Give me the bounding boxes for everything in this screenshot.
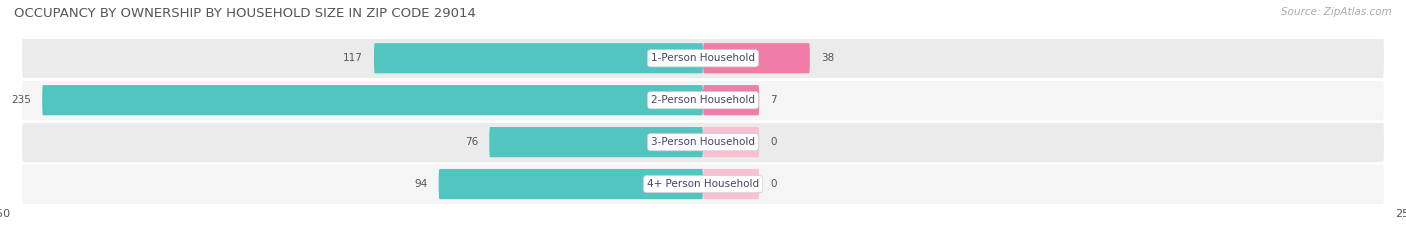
Text: 94: 94 (415, 179, 427, 189)
Text: 76: 76 (465, 137, 478, 147)
Text: OCCUPANCY BY OWNERSHIP BY HOUSEHOLD SIZE IN ZIP CODE 29014: OCCUPANCY BY OWNERSHIP BY HOUSEHOLD SIZE… (14, 7, 477, 20)
FancyBboxPatch shape (703, 85, 759, 115)
FancyBboxPatch shape (21, 121, 1385, 163)
FancyBboxPatch shape (374, 43, 703, 73)
FancyBboxPatch shape (703, 169, 759, 199)
Text: 1-Person Household: 1-Person Household (651, 53, 755, 63)
Text: 2-Person Household: 2-Person Household (651, 95, 755, 105)
FancyBboxPatch shape (21, 79, 1385, 121)
Text: 0: 0 (770, 179, 778, 189)
Text: 3-Person Household: 3-Person Household (651, 137, 755, 147)
Text: 117: 117 (343, 53, 363, 63)
Text: Source: ZipAtlas.com: Source: ZipAtlas.com (1281, 7, 1392, 17)
FancyBboxPatch shape (703, 43, 810, 73)
FancyBboxPatch shape (489, 127, 703, 157)
Text: 38: 38 (821, 53, 834, 63)
FancyBboxPatch shape (42, 85, 703, 115)
Text: 7: 7 (770, 95, 778, 105)
FancyBboxPatch shape (21, 37, 1385, 79)
Text: 0: 0 (770, 137, 778, 147)
FancyBboxPatch shape (703, 127, 759, 157)
FancyBboxPatch shape (439, 169, 703, 199)
FancyBboxPatch shape (21, 163, 1385, 205)
Text: 4+ Person Household: 4+ Person Household (647, 179, 759, 189)
Text: 235: 235 (11, 95, 31, 105)
